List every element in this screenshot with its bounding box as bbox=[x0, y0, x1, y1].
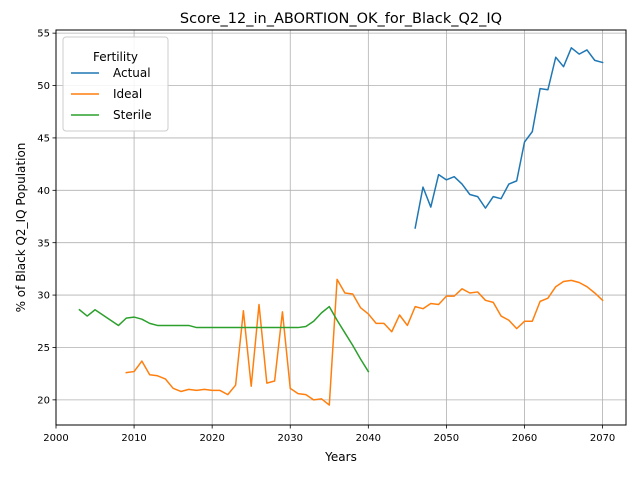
legend-box bbox=[62, 36, 169, 132]
axes-frame bbox=[55, 29, 627, 426]
series-line-ideal bbox=[125, 278, 604, 406]
x-axis-label: Years bbox=[324, 450, 357, 464]
y-tick-label: 25 bbox=[37, 343, 50, 354]
legend: Fertility Actual Ideal Sterile bbox=[62, 36, 169, 132]
y-tick-label: 30 bbox=[37, 291, 50, 302]
y-axis-label: % of Black Q2_IQ Population bbox=[14, 143, 28, 313]
x-tick-label: 2030 bbox=[278, 433, 303, 444]
x-tick-label: 2000 bbox=[43, 433, 68, 444]
x-tick-label: 2020 bbox=[199, 433, 224, 444]
legend-label-ideal: Ideal bbox=[113, 87, 142, 101]
y-tick-label: 20 bbox=[37, 395, 50, 406]
x-tick-label: 2040 bbox=[356, 433, 381, 444]
series-line-actual bbox=[414, 47, 604, 229]
y-tick-label: 45 bbox=[37, 134, 50, 145]
legend-label-actual: Actual bbox=[113, 66, 151, 80]
x-tick-label: 2070 bbox=[590, 433, 615, 444]
grid bbox=[55, 30, 626, 425]
x-axis: 2000 2010 2020 2030 2040 2050 2060 2070 bbox=[43, 425, 615, 444]
y-tick-label: 35 bbox=[37, 238, 50, 249]
x-tick-label: 2060 bbox=[512, 433, 537, 444]
x-tick-label: 2050 bbox=[434, 433, 459, 444]
legend-title: Fertility bbox=[93, 50, 138, 64]
plot-lines bbox=[78, 47, 604, 406]
y-axis: 20 25 30 35 40 45 50 55 bbox=[37, 29, 56, 406]
chart-title: Score_12_in_ABORTION_OK_for_Black_Q2_IQ bbox=[180, 11, 502, 27]
y-tick-label: 40 bbox=[37, 186, 50, 197]
legend-label-sterile: Sterile bbox=[113, 108, 152, 122]
series-line-sterile bbox=[78, 305, 370, 373]
y-tick-label: 55 bbox=[37, 29, 50, 40]
x-tick-label: 2010 bbox=[121, 433, 146, 444]
y-tick-label: 50 bbox=[37, 81, 50, 92]
